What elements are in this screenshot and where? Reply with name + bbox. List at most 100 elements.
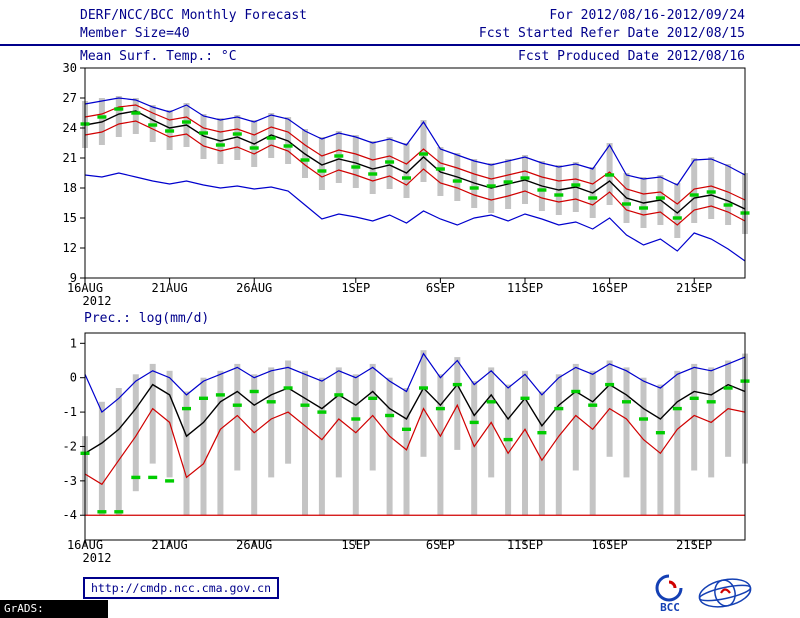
observation-marker [689,396,699,400]
ensemble-spread-bar [369,141,376,194]
observation-marker [706,400,716,404]
ensemble-spread-bar [420,120,427,182]
observation-marker [672,406,682,411]
x-tick-label: 6SEP [426,281,455,295]
observation-marker [215,143,225,147]
x-tick-label: 6SEP [426,538,455,552]
x-tick-label: 16SEP [592,538,628,552]
ensemble-spread-bar [691,158,698,223]
observation-marker [435,167,445,171]
ensemble-spread-bar [132,374,139,492]
observation-marker [605,173,615,177]
observation-marker [148,123,158,127]
y-tick-label: -1 [63,405,77,419]
ensemble-spread-bar [725,164,732,225]
observation-marker [148,475,158,480]
observation-marker [97,510,107,514]
ensemble-max-line [84,97,746,186]
observation-marker [520,176,530,180]
precip-panel-title: Prec.: log(mm/d) [84,311,210,326]
ensemble-spread-bar [657,384,664,516]
y-tick-label: 18 [63,181,77,195]
y-tick-label: 24 [63,121,77,135]
observation-marker [317,169,327,173]
observation-marker [385,413,395,418]
ensemble-spread-bar [98,401,105,516]
ensemble-spread-bar [420,350,427,457]
bcc-logo-label: BCC [660,601,680,614]
bcc-swirl-icon [655,574,683,602]
x-tick-label: 16SEP [592,281,628,295]
observation-marker [283,386,293,390]
observation-marker [266,136,276,140]
observation-marker [588,403,598,407]
observation-marker [419,152,428,156]
ensemble-spread-bar [471,381,478,516]
ensemble-spread-bar [115,388,122,516]
y-tick-label: 30 [63,62,77,75]
observation-marker [571,389,581,394]
x-tick-label: 1SEP [341,538,370,552]
y-tick-label: 1 [70,336,77,350]
observation-marker [554,193,564,197]
observation-marker [199,131,208,135]
y-tick-label: -4 [63,508,77,522]
observation-marker [469,186,479,190]
observation-marker [486,400,496,404]
ensemble-spread-bar [691,363,698,471]
y-tick-label: 12 [63,241,77,255]
fcst-produced-label: Fcst Produced Date 2012/08/16 [518,49,745,64]
observation-marker [351,165,361,169]
observation-marker [114,107,124,111]
surface-temp-chart: 9 12 15 18 21 24 27 30 16AUG 21AUG 26AUG 1SEP 6SEP 11… [63,62,750,308]
observation-marker [114,510,124,514]
ensemble-spread-bar [352,374,359,516]
ensemble-spread-bar [386,377,393,516]
ensemble-spread-bar [352,135,359,188]
observation-marker [622,400,631,404]
ensemble-spread-bar [522,370,528,516]
y-tick-label: 21 [63,151,77,165]
observation-marker [639,417,648,421]
globe-accent-icon [720,588,731,594]
ensemble-spread-bar [505,384,512,516]
observation-marker [571,183,581,187]
observation-marker [283,144,293,148]
x-tick-label: 21AUG [152,281,188,295]
lower-quartile-line [84,120,746,226]
observation-marker [706,190,716,194]
observation-marker [300,403,310,407]
observation-marker [605,382,615,387]
ensemble-spread-bar [454,357,461,450]
ensemble-spread-bar [572,363,579,471]
observation-marker [689,193,699,197]
ensemble-min-line [84,172,746,262]
climate-center-globe-logo [698,578,752,608]
ensemble-mean-line [84,110,746,214]
ensemble-spread-bar [302,370,308,516]
observation-marker [452,382,462,387]
observation-marker [215,393,225,397]
observation-marker [266,400,276,404]
y-tick-label: -2 [63,439,77,453]
observation-marker [452,179,462,183]
observation-marker [554,406,564,411]
observation-marker [232,403,242,407]
observation-marker [334,393,344,397]
ensemble-spread-bar [538,391,545,516]
observation-marker [435,406,445,411]
ensemble-spread-bar [674,370,681,516]
observation-marker [317,410,327,414]
source-url: http://cmdp.ncc.cma.gov.cn [83,577,280,599]
observation-marker [672,216,682,220]
x-tick-label: 1SEP [341,281,370,295]
ensemble-spread-bar [115,96,122,137]
bcc-logo: BCC [655,574,683,614]
x-tick-label: 11SEP [507,281,543,295]
observation-marker [300,158,310,162]
observation-marker [131,111,141,115]
x-tick-label: 26AUG [236,538,272,552]
ensemble-spread-bar [708,157,715,219]
ensemble-spread-bar [318,377,325,516]
